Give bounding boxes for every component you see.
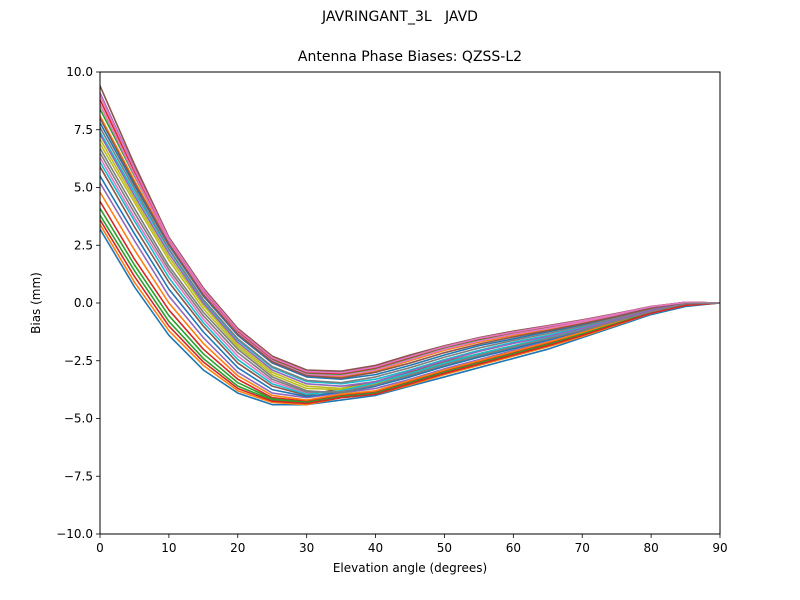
series-line-24 — [100, 218, 720, 405]
x-tick-label: 10 — [161, 541, 176, 555]
y-tick-label: 10.0 — [66, 65, 93, 79]
y-tick-label: −7.5 — [64, 469, 93, 483]
series-line-28 — [100, 151, 720, 393]
series-line-16 — [100, 84, 720, 372]
series-line-17 — [100, 103, 720, 377]
x-axis-label: Elevation angle (degrees) — [332, 561, 488, 575]
x-tick-label: 40 — [368, 541, 383, 555]
figure-suptitle: JAVRINGANT_3L JAVD — [322, 9, 478, 25]
series-line-25 — [100, 133, 720, 387]
series-line-23 — [100, 207, 720, 404]
series-line-18 — [100, 126, 720, 384]
y-tick-label: 7.5 — [74, 123, 93, 137]
series-line-19 — [100, 142, 720, 391]
x-tick-label: 0 — [96, 541, 104, 555]
y-tick-label: −5.0 — [64, 412, 93, 426]
series-line-27 — [100, 94, 720, 374]
series-line-13 — [100, 107, 720, 376]
y-tick-label: −10.0 — [56, 527, 93, 541]
x-tick-label: 80 — [643, 541, 658, 555]
series-line-10 — [100, 130, 720, 385]
x-tick-label: 60 — [506, 541, 521, 555]
y-tick-label: 5.0 — [74, 181, 93, 195]
x-tick-label: 50 — [437, 541, 452, 555]
x-axis-ticks: 0 10 20 30 40 50 60 70 80 90 — [96, 534, 728, 555]
series-line-11 — [100, 121, 720, 381]
y-tick-label: −2.5 — [64, 354, 93, 368]
y-tick-label: 2.5 — [74, 238, 93, 252]
x-tick-label: 20 — [230, 541, 245, 555]
series-line-1 — [100, 227, 720, 406]
x-tick-label: 70 — [575, 541, 590, 555]
y-tick-label: 0.0 — [74, 296, 93, 310]
series-line-26 — [100, 117, 720, 379]
y-axis-ticks: −10.0 −7.5 −5.0 −2.5 0.0 2.5 5.0 7.5 10.0 — [56, 65, 100, 541]
x-tick-label: 30 — [299, 541, 314, 555]
series-group — [100, 84, 720, 406]
x-tick-label: 90 — [712, 541, 727, 555]
series-line-22 — [100, 191, 720, 401]
chart-title: Antenna Phase Biases: QZSS-L2 — [297, 49, 523, 65]
